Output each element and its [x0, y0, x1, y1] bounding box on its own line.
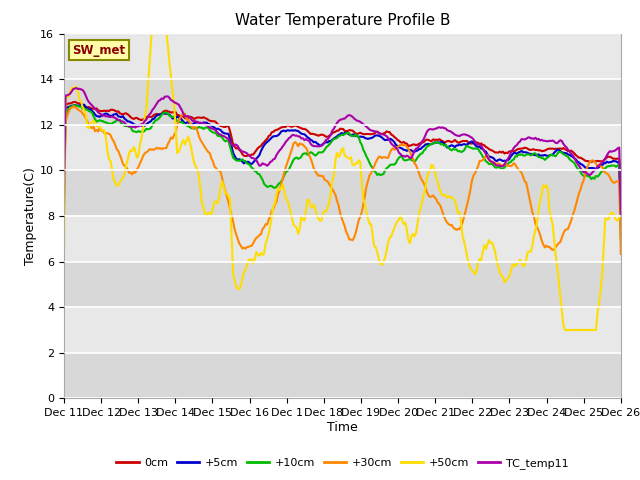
Bar — [64, 262, 621, 307]
0cm — [255, 144, 263, 150]
Line: +10cm: +10cm — [64, 105, 621, 239]
+5cm — [246, 161, 254, 167]
+30cm — [130, 169, 138, 175]
+50cm — [60, 250, 68, 255]
Bar — [64, 34, 621, 79]
0cm — [588, 159, 595, 165]
+5cm — [617, 225, 625, 230]
TC_temp11 — [228, 142, 236, 147]
+5cm — [305, 135, 313, 141]
+50cm — [255, 253, 263, 259]
Bar — [64, 79, 621, 125]
Line: 0cm: 0cm — [64, 102, 621, 216]
TC_temp11 — [305, 138, 313, 144]
0cm — [228, 134, 236, 140]
+10cm — [71, 102, 79, 108]
Title: Water Temperature Profile B: Water Temperature Profile B — [235, 13, 450, 28]
+5cm — [81, 102, 88, 108]
0cm — [305, 130, 313, 135]
Legend: 0cm, +5cm, +10cm, +30cm, +50cm, TC_temp11: 0cm, +5cm, +10cm, +30cm, +50cm, TC_temp1… — [112, 453, 573, 473]
Bar — [64, 125, 621, 170]
+50cm — [246, 257, 254, 263]
+30cm — [305, 152, 313, 158]
+10cm — [246, 163, 254, 168]
+10cm — [60, 206, 68, 212]
0cm — [130, 116, 138, 122]
Text: SW_met: SW_met — [72, 44, 125, 57]
0cm — [60, 201, 68, 206]
0cm — [246, 153, 254, 158]
Line: +30cm: +30cm — [64, 107, 621, 254]
+30cm — [60, 213, 68, 218]
+50cm — [150, 19, 158, 25]
TC_temp11 — [617, 213, 625, 219]
+50cm — [561, 327, 569, 333]
Line: TC_temp11: TC_temp11 — [64, 88, 621, 216]
Bar — [64, 170, 621, 216]
+30cm — [255, 232, 263, 238]
+10cm — [255, 171, 263, 177]
Line: +50cm: +50cm — [64, 22, 621, 330]
Y-axis label: Temperature(C): Temperature(C) — [24, 167, 37, 265]
Bar — [64, 353, 621, 398]
TC_temp11 — [588, 171, 595, 177]
+50cm — [589, 327, 596, 333]
+50cm — [129, 148, 136, 154]
+30cm — [246, 243, 254, 249]
+5cm — [60, 202, 68, 208]
TC_temp11 — [130, 124, 138, 130]
+30cm — [228, 212, 236, 218]
+5cm — [588, 165, 595, 171]
+10cm — [588, 176, 595, 182]
TC_temp11 — [72, 85, 80, 91]
TC_temp11 — [255, 163, 263, 168]
Bar — [64, 307, 621, 353]
TC_temp11 — [246, 153, 254, 159]
+5cm — [130, 121, 138, 127]
0cm — [617, 213, 625, 219]
+30cm — [70, 104, 77, 109]
+50cm — [228, 231, 236, 237]
+5cm — [255, 152, 263, 158]
+10cm — [305, 151, 313, 156]
+10cm — [130, 129, 138, 134]
+5cm — [228, 143, 236, 148]
0cm — [71, 99, 79, 105]
X-axis label: Time: Time — [327, 421, 358, 434]
+50cm — [305, 197, 313, 203]
Line: +5cm: +5cm — [64, 105, 621, 228]
+30cm — [617, 251, 625, 257]
TC_temp11 — [60, 193, 68, 199]
+10cm — [228, 149, 236, 155]
+50cm — [617, 211, 625, 217]
Bar — [64, 216, 621, 262]
+10cm — [617, 236, 625, 241]
+30cm — [588, 158, 595, 164]
